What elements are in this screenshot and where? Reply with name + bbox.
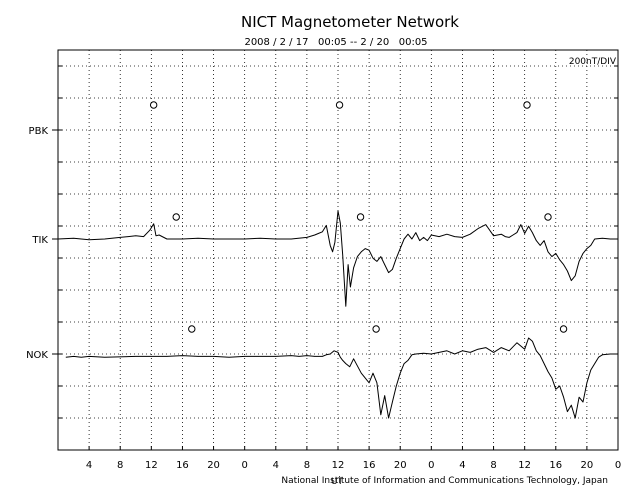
x-tick-label: 8 bbox=[304, 460, 310, 471]
x-tick-label: 20 bbox=[207, 460, 220, 471]
x-tick-label: 4 bbox=[86, 460, 92, 471]
marker-pbk bbox=[523, 101, 531, 109]
x-tick-label: 12 bbox=[145, 460, 158, 471]
x-tick-label: 8 bbox=[490, 460, 496, 471]
marker-pbk bbox=[149, 101, 158, 109]
x-tick-label: 4 bbox=[273, 460, 279, 471]
series-line-nok bbox=[65, 337, 618, 419]
ut-label: UT bbox=[331, 477, 344, 487]
marker-tik bbox=[172, 213, 180, 221]
x-tick-label: 12 bbox=[518, 460, 531, 471]
x-tick-label: 0 bbox=[428, 460, 434, 471]
x-tick-label: 0 bbox=[615, 460, 621, 471]
x-tick-label: 12 bbox=[332, 460, 345, 471]
chart-subtitle: 2008 / 2 / 17 00:05 -- 2 / 20 00:05 bbox=[244, 37, 427, 48]
x-tick-label: 0 bbox=[241, 460, 247, 471]
station-label-nok: NOK bbox=[26, 350, 48, 361]
marker-nok bbox=[372, 325, 380, 333]
marker-nok bbox=[188, 325, 196, 333]
station-label-tik: TIK bbox=[31, 235, 48, 246]
x-tick-label: 16 bbox=[549, 460, 562, 471]
x-tick-label: 16 bbox=[363, 460, 376, 471]
marker-tik bbox=[356, 213, 365, 221]
x-tick-label: 16 bbox=[176, 460, 189, 471]
x-tick-labels: 4 8 12 16 20 0 4 8 12 16 20 0 4 8 12 16 20 0 bbox=[86, 446, 621, 471]
series-line-tik bbox=[57, 210, 618, 307]
x-tick-label: 20 bbox=[394, 460, 407, 471]
grid bbox=[58, 50, 618, 450]
station-label-pbk: PBK bbox=[29, 126, 49, 137]
x-tick-label: 4 bbox=[459, 460, 465, 471]
scale-label: 200nT/DIV bbox=[569, 57, 617, 67]
marker-nok bbox=[559, 325, 568, 333]
x-tick-label: 8 bbox=[117, 460, 123, 471]
marker-layer bbox=[149, 101, 568, 333]
x-tick-label: 20 bbox=[581, 460, 594, 471]
credit-text: National Institute of Information and Co… bbox=[281, 476, 608, 486]
chart-title: NICT Magnetometer Network bbox=[241, 13, 459, 31]
marker-tik bbox=[544, 213, 552, 221]
marker-pbk bbox=[335, 101, 344, 109]
station-labels: PBK TIK NOK bbox=[26, 126, 58, 361]
series-layer bbox=[57, 210, 618, 419]
